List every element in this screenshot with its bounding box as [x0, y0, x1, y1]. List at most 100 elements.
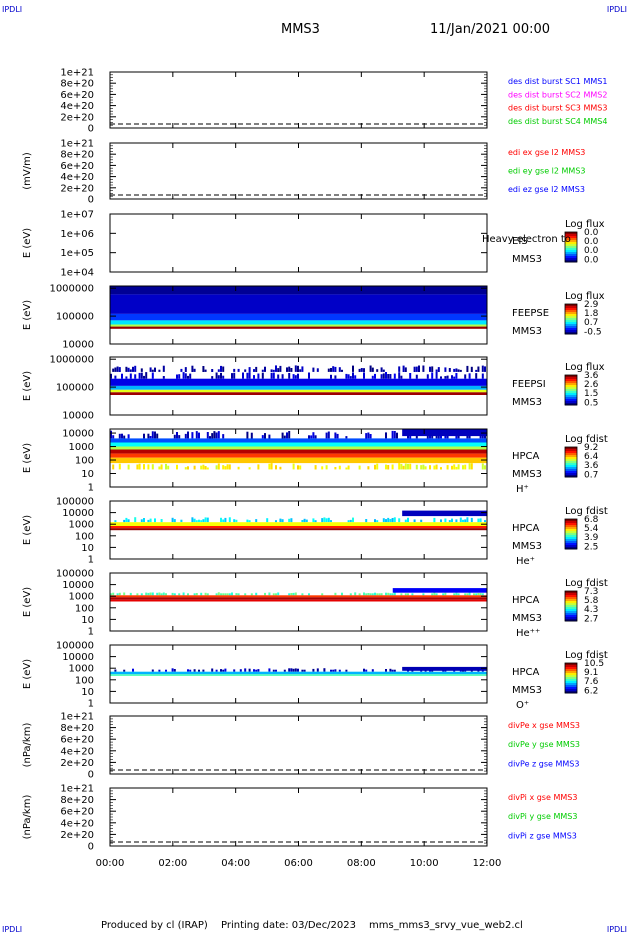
panel-7-band-0-cell	[266, 518, 269, 523]
panel-8-colorbar-cell	[565, 615, 577, 618]
panel-2-ytick-label: 8e+20	[60, 150, 94, 161]
panel-8-band-0-cell	[264, 592, 266, 596]
panel-6-band-7-cell	[112, 464, 115, 470]
panel-5-band-1-cell	[257, 373, 260, 379]
panel-5-band-0-cell	[290, 368, 293, 372]
panel-8-band-0-cell	[481, 593, 484, 596]
panel-5-band-1-cell	[231, 373, 233, 379]
panel-5-band-1-cell	[297, 373, 299, 379]
panel-9-colorbar-cell	[565, 665, 577, 668]
panel-8-band-0-cell	[140, 593, 143, 596]
panel-3-overlay-text: Heavy electron to	[482, 234, 571, 245]
panel-3-instrument: EIS	[512, 236, 528, 247]
panel-5-band-0-cell	[114, 367, 117, 372]
panel-1-ytick-label: 0	[88, 124, 94, 135]
panel-7-band-0-cell	[391, 518, 394, 523]
panel-8-band-0-cell	[387, 592, 390, 596]
panel-8-band-0-cell	[272, 593, 275, 596]
panel-6-band-7-cell	[222, 465, 225, 470]
panel-7-band-0-cell	[382, 518, 385, 523]
panel-9-band-0-cell	[189, 669, 192, 672]
panel-6-band-0-cell	[110, 430, 112, 439]
panel-1-legend-4: des dist burst SC4 MMS4	[508, 117, 607, 126]
panel-9-band-0-cell	[365, 669, 368, 672]
panel-8-band-0-cell	[374, 592, 376, 596]
x-tick-label: 12:00	[473, 858, 502, 869]
panel-3-colorbar-cell	[565, 258, 577, 261]
panel-8-band-0-cell	[369, 593, 372, 596]
panel-5-band-1-cell	[129, 373, 132, 379]
panel-8-colorbar-cell	[565, 599, 577, 602]
panel-9-band-0-cell	[272, 669, 275, 672]
panel-6-band-7-cell	[457, 464, 460, 470]
panel-7-band-0-cell	[347, 520, 350, 523]
panel-5-band-0-cell	[220, 365, 222, 372]
panel-6-band-0-cell	[325, 432, 328, 439]
panel-7-band-0-cell	[477, 518, 480, 523]
panel-7-band-0-cell	[303, 518, 306, 523]
panel-8-band-0-cell	[116, 593, 119, 596]
panel-9-band-0-cell	[224, 668, 227, 672]
panel-9-colorbar-label: 6.2	[584, 686, 598, 696]
x-tick-label: 02:00	[158, 858, 187, 869]
panel-11-ytick-label: 8e+20	[60, 795, 94, 806]
panel-2-ytick-label: 6e+20	[60, 161, 94, 172]
panel-8-band-0-cell	[255, 592, 258, 596]
panel-11-ytick-label: 1e+21	[60, 784, 94, 795]
panel-6-colorbar-cell	[565, 473, 577, 476]
panel-7-band-0-cell	[248, 520, 251, 523]
panel-6-band-7-cell	[224, 466, 227, 470]
panel-7-band-0-cell	[202, 519, 205, 523]
panel-5-band-0-cell	[352, 365, 354, 372]
panel-7-band-0-cell	[224, 517, 227, 523]
panel-5-band-4	[110, 389, 487, 393]
panel-5-band-0-cell	[437, 367, 440, 372]
panel-6-band-0-cell	[209, 436, 211, 439]
panel-6-band-7-cell	[215, 465, 218, 470]
panel-5-band-1-cell	[374, 373, 376, 379]
panel-7-band-0-cell	[125, 517, 128, 523]
panel-2-legend-3: edi ez gse l2 MMS3	[508, 185, 585, 194]
panel-8-band-0-cell	[129, 592, 132, 596]
panel-5-colorbar-cell	[565, 375, 577, 378]
panel-3-ylabel: E (eV)	[22, 228, 33, 258]
panel-3-colorbar-cell	[565, 252, 577, 255]
panel-8-band-0-cell	[301, 593, 304, 596]
panel-5-spacecraft: MMS3	[512, 397, 542, 408]
panel-5-band-1-cell	[184, 373, 187, 379]
panel-5-band-0-cell	[477, 366, 480, 372]
panel-9-colorbar-cell	[565, 683, 577, 686]
panel-5-band-1-cell	[451, 375, 453, 379]
panel-6-band-7-cell	[248, 467, 251, 470]
panel-5-band-1-cell	[371, 375, 374, 379]
panel-4-colorbar-cell	[565, 304, 577, 307]
panel-4-colorbar-cell	[565, 332, 577, 335]
panel-8-band-0-cell	[156, 592, 159, 596]
panel-8-colorbar-label: 5.8	[584, 596, 599, 606]
panel-4-spacecraft: MMS3	[512, 326, 542, 337]
panel-5-band-1-cell	[140, 372, 143, 379]
panel-5-colorbar-cell	[565, 387, 577, 390]
panel-5-band-0-cell	[418, 365, 420, 372]
panel-6-band-7-cell	[257, 464, 260, 470]
panel-6-band-7-cell	[402, 465, 405, 470]
panel-7-band-0-cell	[222, 519, 225, 523]
panel-10-frame	[109, 715, 488, 775]
panel-7-band-0-cell	[228, 517, 231, 523]
panel-6-band-7-cell	[127, 464, 130, 470]
panel-8-colorbar-cell	[565, 603, 577, 606]
panel-3-colorbar-cell	[565, 234, 577, 237]
panel-9-band-1	[110, 671, 487, 675]
panel-3-colorbar-label: 0.0	[584, 237, 599, 247]
panel-5-band-1-cell	[121, 373, 123, 379]
panel-7-colorbar-cell	[565, 545, 577, 548]
panel-7-band-0-cell	[323, 517, 326, 523]
panel-8-band-0-cell	[393, 592, 396, 596]
panel-5-colorbar-cell	[565, 399, 577, 402]
panel-9-band-0-cell	[330, 669, 332, 672]
panel-7-band-0-cell	[255, 519, 258, 523]
panel-8-band-0-cell	[468, 592, 471, 596]
panel-7-band-0-cell	[404, 519, 407, 523]
panel-6-band-7-cell	[398, 463, 401, 470]
panel-4-colorbar-cell	[565, 320, 577, 323]
